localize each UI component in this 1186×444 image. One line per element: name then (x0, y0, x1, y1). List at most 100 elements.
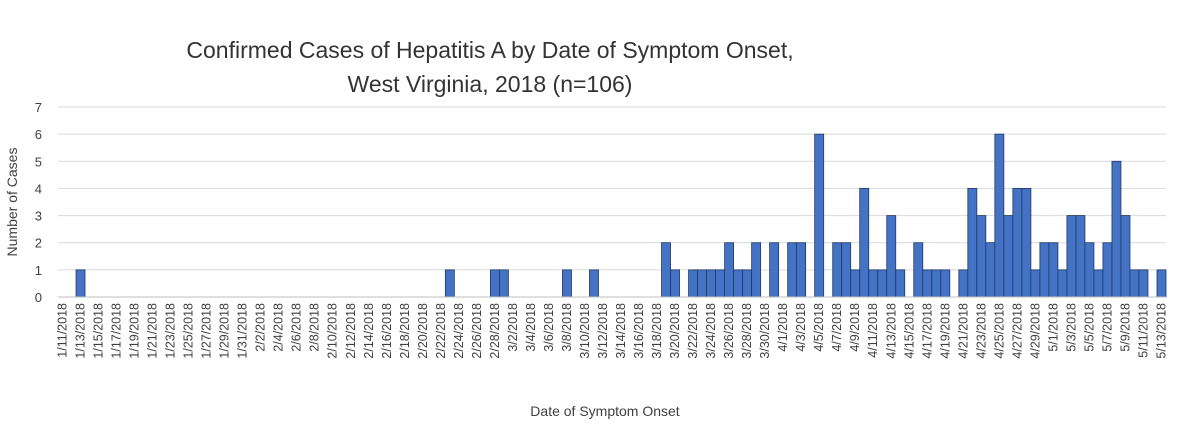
x-tick-label: 1/15/2018 (92, 303, 106, 359)
x-tick-label: 1/11/2018 (56, 303, 70, 358)
bar (958, 269, 969, 298)
x-tick-label: 1/29/2018 (218, 303, 232, 359)
bar (1012, 188, 1023, 298)
x-tick-label: 4/21/2018 (956, 303, 970, 359)
x-tick-label: 3/2/2018 (506, 303, 520, 352)
x-tick-label: 2/2/2018 (254, 303, 268, 352)
chart-title: West Virginia, 2018 (n=106) (348, 71, 633, 97)
x-tick-label: 2/4/2018 (272, 303, 286, 352)
x-tick-label: 1/13/2018 (74, 303, 88, 359)
bar (733, 269, 744, 298)
x-tick-label: 3/28/2018 (740, 303, 754, 359)
bar (75, 269, 86, 298)
y-tick-label: 2 (35, 236, 42, 251)
y-axis-label: Number of Cases (4, 148, 20, 257)
x-tick-label: 3/30/2018 (758, 303, 772, 359)
x-tick-label: 4/7/2018 (830, 303, 844, 352)
x-tick-label: 4/15/2018 (902, 303, 916, 359)
x-tick-label: 2/10/2018 (326, 303, 340, 359)
bar (697, 269, 707, 298)
bar (1021, 188, 1032, 298)
bar (787, 242, 798, 298)
bar (1102, 242, 1113, 298)
x-tick-label: 1/21/2018 (146, 303, 160, 359)
bar (868, 269, 879, 298)
x-tick-label: 2/20/2018 (416, 303, 430, 359)
bar (940, 269, 951, 298)
bar (796, 242, 807, 298)
x-tick-label: 3/8/2018 (560, 303, 574, 352)
x-tick-label: 3/20/2018 (668, 303, 682, 359)
bar (850, 269, 861, 298)
bar (1075, 215, 1086, 298)
bar (1066, 215, 1077, 298)
x-axis-label: Date of Symptom Onset (530, 403, 680, 419)
x-tick-label: 4/11/2018 (866, 303, 880, 358)
x-tick-label: 3/12/2018 (596, 303, 610, 359)
bar (967, 188, 978, 298)
x-tick-label: 4/9/2018 (848, 303, 862, 352)
y-tick-label: 4 (35, 181, 42, 196)
x-tick-label: 3/22/2018 (686, 303, 700, 359)
x-tick-label: 1/27/2018 (200, 303, 214, 359)
bar (1048, 242, 1059, 298)
bar (769, 242, 780, 298)
bar (498, 269, 509, 298)
x-tick-label: 2/16/2018 (380, 303, 394, 359)
chart-title: Confirmed Cases of Hepatitis A by Date o… (186, 37, 793, 63)
bar (1057, 269, 1068, 298)
x-tick-label: 5/3/2018 (1064, 303, 1078, 352)
bar (661, 242, 671, 298)
bar (922, 269, 933, 298)
bar (1120, 215, 1131, 298)
bar (562, 269, 572, 298)
x-tick-label: 4/5/2018 (812, 303, 826, 352)
x-tick-label: 4/27/2018 (1010, 303, 1024, 359)
x-tick-label: 3/18/2018 (650, 303, 664, 359)
x-tick-label: 1/17/2018 (110, 303, 124, 359)
x-tick-label: 3/4/2018 (524, 303, 538, 352)
bar (994, 133, 1005, 298)
y-tick-label: 3 (35, 209, 42, 224)
y-tick-label: 7 (35, 100, 42, 115)
bar (1003, 215, 1014, 298)
bar (859, 188, 870, 298)
bar (751, 242, 762, 298)
bar (489, 269, 500, 298)
x-tick-label: 3/26/2018 (722, 303, 736, 359)
bar (1129, 269, 1140, 298)
x-tick-label: 5/13/2018 (1154, 303, 1168, 359)
bar (895, 269, 906, 298)
y-tick-label: 5 (35, 154, 42, 169)
x-tick-label: 4/13/2018 (884, 303, 898, 359)
bar (742, 269, 753, 298)
x-tick-label: 4/1/2018 (776, 303, 790, 352)
bar (913, 242, 924, 298)
bar (1039, 242, 1050, 298)
bar (1156, 269, 1167, 298)
x-tick-label: 4/29/2018 (1028, 303, 1042, 359)
x-tick-label: 2/12/2018 (344, 303, 358, 359)
y-tick-label: 0 (35, 290, 42, 305)
x-tick-label: 4/17/2018 (920, 303, 934, 359)
x-tick-label: 2/24/2018 (452, 303, 466, 359)
x-tick-label: 2/28/2018 (488, 303, 502, 359)
x-tick-label: 1/25/2018 (182, 303, 196, 359)
x-tick-label: 3/24/2018 (704, 303, 718, 359)
bar (886, 215, 897, 298)
x-tick-label: 3/10/2018 (578, 303, 592, 359)
x-tick-label: 2/6/2018 (290, 303, 304, 352)
bar (724, 242, 735, 298)
x-tick-label: 5/7/2018 (1100, 303, 1114, 352)
bar (931, 269, 942, 298)
bar (1030, 269, 1041, 298)
x-tick-label: 1/31/2018 (236, 303, 250, 359)
bar (706, 269, 716, 298)
bar (444, 269, 455, 298)
x-tick-label: 5/1/2018 (1046, 303, 1060, 352)
bar (1111, 160, 1122, 298)
bar (832, 242, 843, 298)
x-tick-label: 4/3/2018 (794, 303, 808, 352)
x-tick-label: 5/11/2018 (1136, 303, 1150, 358)
